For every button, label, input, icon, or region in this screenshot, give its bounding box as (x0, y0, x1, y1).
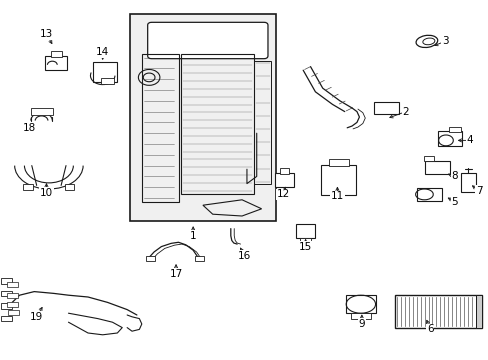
Text: 17: 17 (169, 269, 183, 279)
Text: 6: 6 (426, 324, 433, 334)
Bar (1, 291, 12, 296)
Text: 14: 14 (96, 47, 109, 57)
Text: 12: 12 (276, 189, 290, 199)
Bar (93, 62, 117, 82)
Text: 18: 18 (22, 123, 36, 133)
Bar (254, 61, 271, 184)
Bar (145, 256, 154, 261)
Ellipse shape (415, 35, 437, 48)
Ellipse shape (422, 38, 434, 45)
Text: 13: 13 (40, 29, 53, 39)
Bar (416, 188, 441, 201)
Bar (394, 295, 481, 328)
Bar (1, 303, 12, 309)
Bar (102, 78, 113, 84)
Text: 4: 4 (465, 135, 472, 145)
Bar (437, 131, 461, 146)
Bar (1, 278, 12, 284)
Bar (142, 54, 179, 202)
Bar (51, 51, 61, 57)
Text: 10: 10 (40, 188, 53, 198)
Text: 19: 19 (30, 312, 43, 322)
Bar (7, 282, 18, 287)
Bar (373, 102, 398, 114)
Text: 11: 11 (330, 191, 344, 201)
Bar (328, 159, 348, 166)
Bar (30, 108, 53, 115)
Bar (424, 161, 449, 174)
Text: 16: 16 (237, 251, 251, 261)
Text: 3: 3 (441, 36, 447, 46)
Bar (350, 313, 370, 319)
Text: 7: 7 (475, 186, 482, 196)
Text: 2: 2 (402, 107, 408, 117)
Bar (321, 165, 356, 195)
Bar (129, 14, 276, 221)
Bar (275, 173, 293, 187)
Bar (475, 295, 481, 328)
Bar (23, 184, 33, 190)
Bar (460, 173, 475, 192)
Text: 9: 9 (358, 319, 365, 329)
Bar (45, 56, 67, 70)
Bar (7, 293, 18, 298)
Bar (295, 224, 315, 238)
Text: 8: 8 (450, 171, 457, 181)
Bar (423, 156, 433, 161)
Bar (300, 238, 310, 243)
Text: 15: 15 (298, 242, 312, 252)
Bar (195, 256, 203, 261)
Text: 5: 5 (450, 197, 457, 207)
Text: 1: 1 (189, 231, 196, 241)
Bar (346, 295, 375, 313)
Bar (1, 316, 12, 321)
Bar (7, 302, 18, 307)
Bar (64, 184, 74, 190)
Bar (8, 310, 19, 315)
Bar (448, 127, 460, 132)
Bar (279, 168, 289, 174)
Bar (181, 54, 254, 194)
FancyBboxPatch shape (147, 22, 267, 59)
